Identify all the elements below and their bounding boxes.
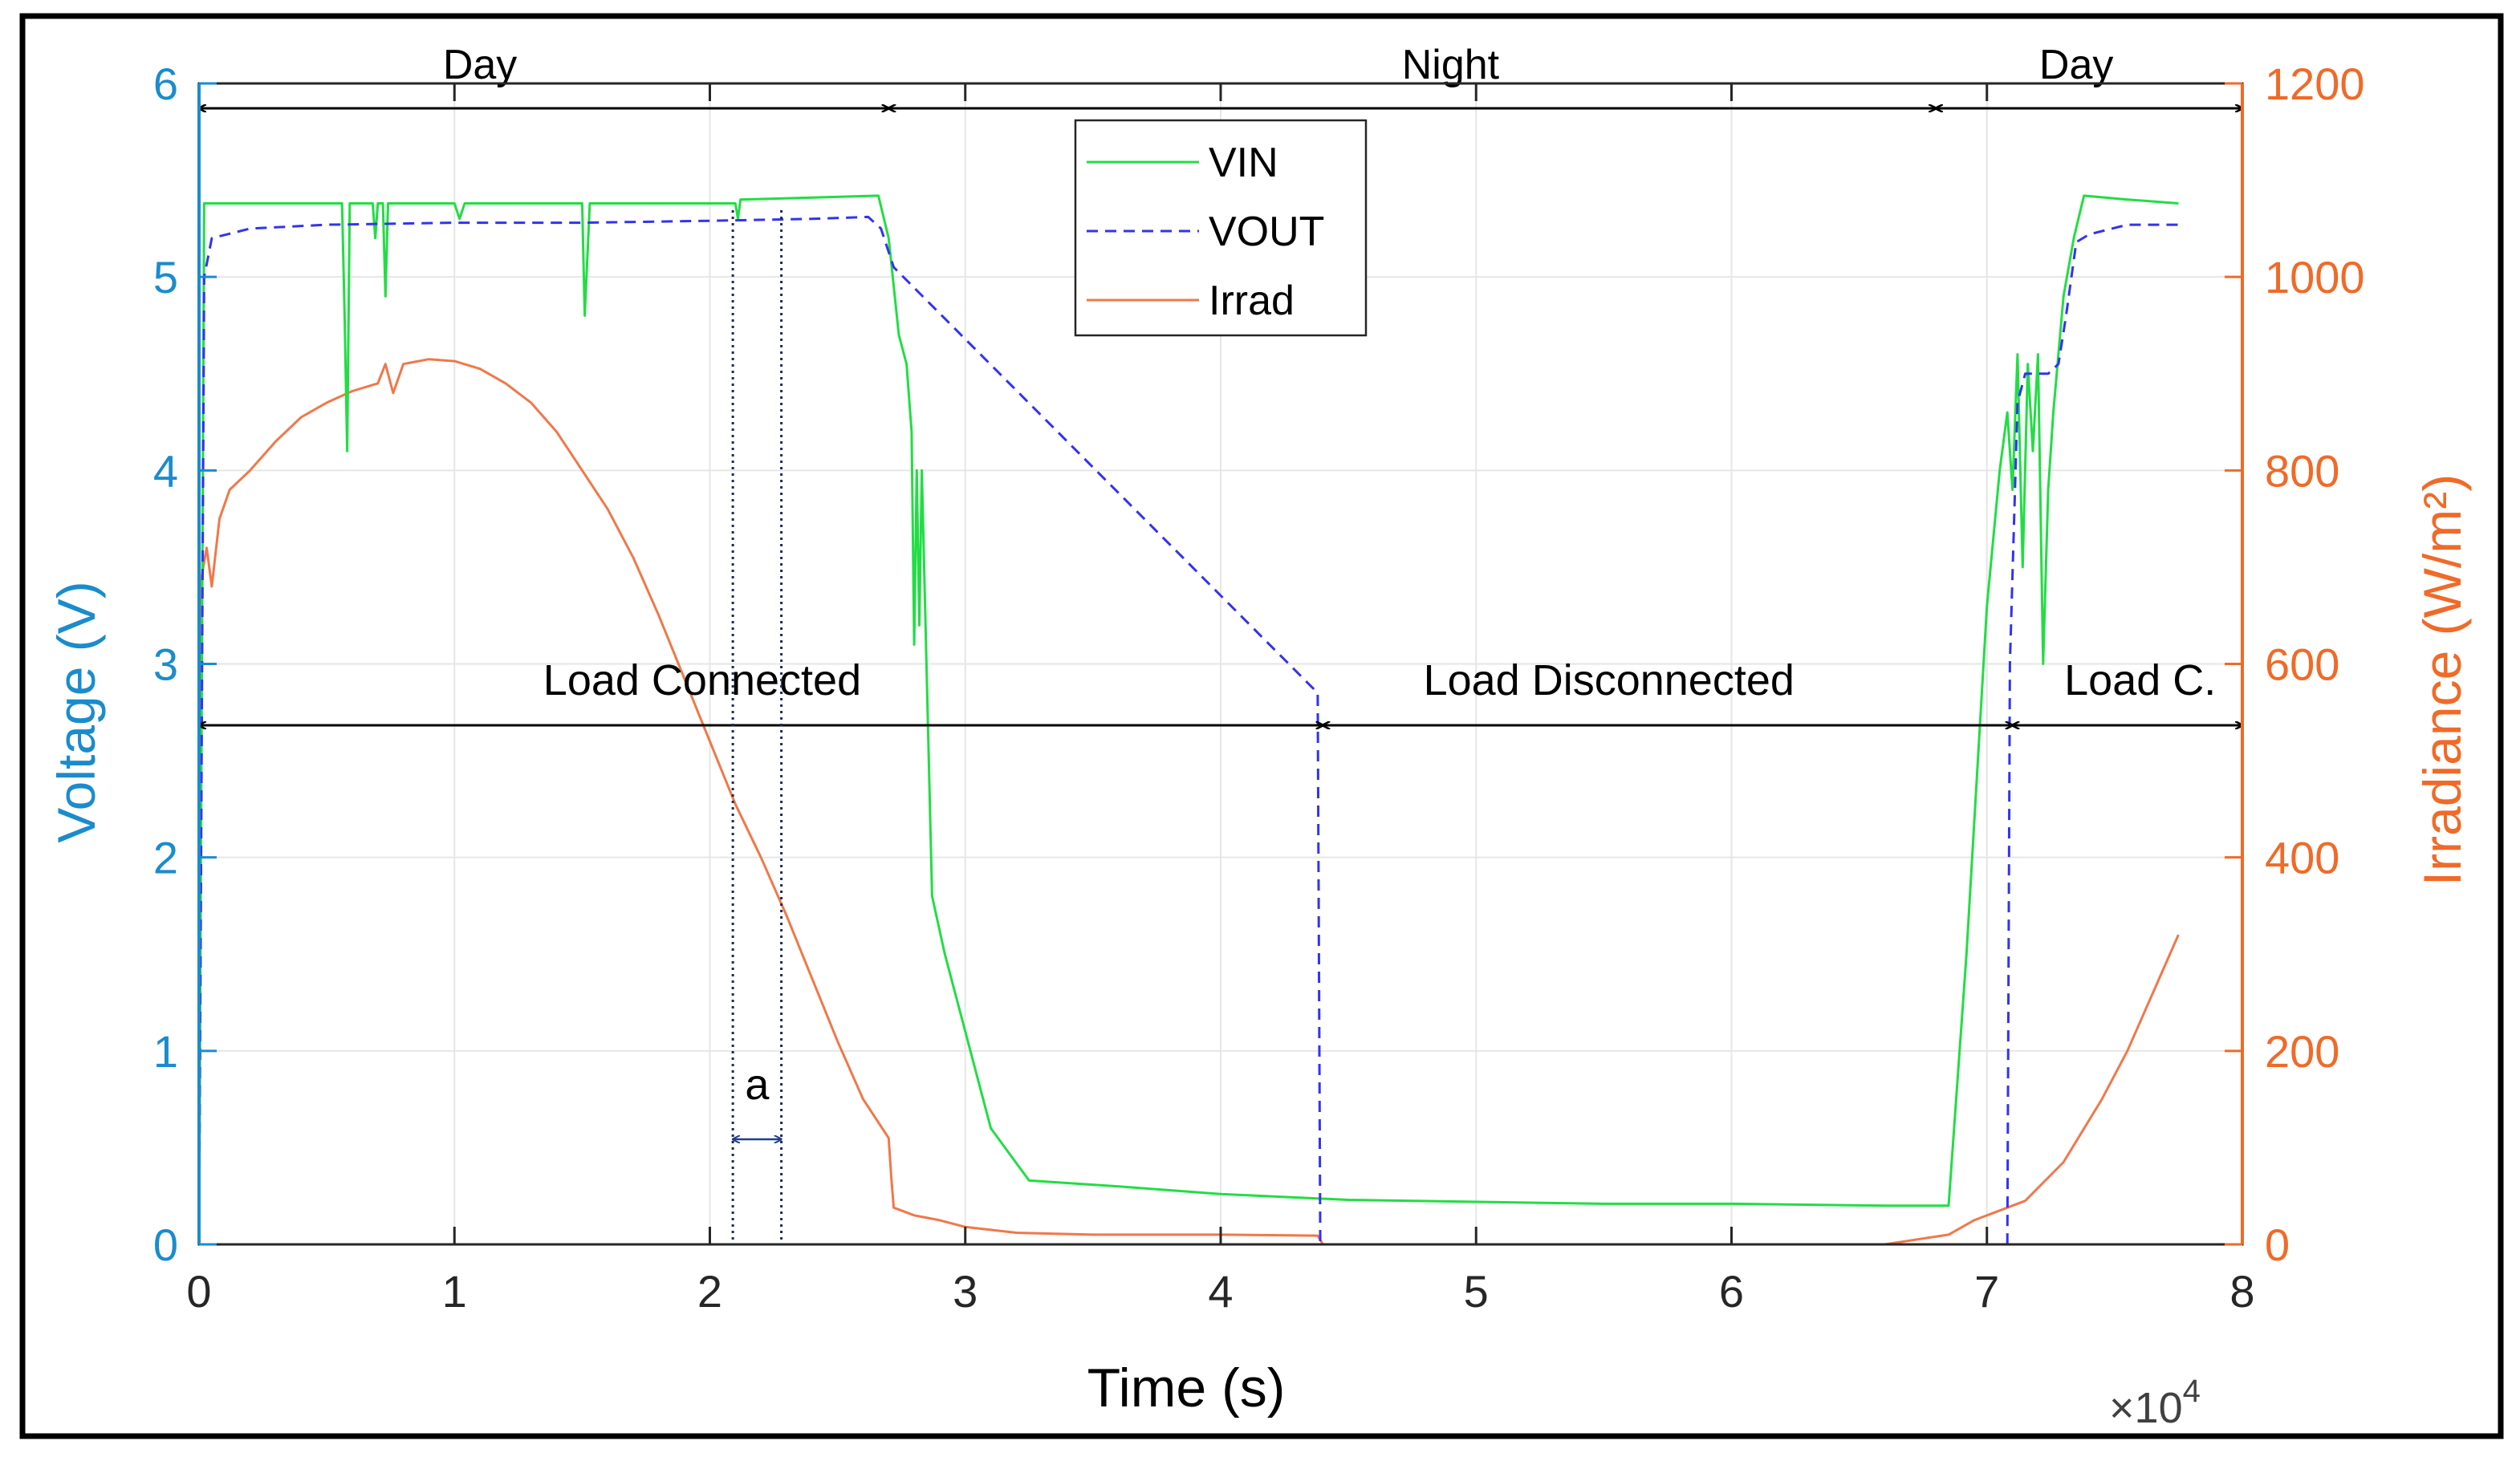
x-tick-label: 8 [2229, 1266, 2254, 1317]
interval-label: a [745, 1061, 770, 1109]
x-tick-label: 0 [186, 1266, 211, 1317]
legend-entry-vout: VOUT [1209, 209, 1324, 255]
y-right-tick-label: 1200 [2265, 59, 2365, 109]
x-axis-multiplier: ×104 [2109, 1374, 2201, 1432]
y-right-tick-label: 800 [2265, 445, 2339, 496]
y-right-tick-label: 200 [2265, 1026, 2339, 1077]
y-left-tick-label: 5 [153, 252, 178, 302]
phase-label-day: Day [443, 42, 517, 88]
legend-entry-vin: VIN [1209, 140, 1278, 186]
y-left-tick-label: 6 [153, 59, 178, 109]
x-tick-label: 5 [1464, 1266, 1489, 1317]
y-left-tick-label: 1 [153, 1026, 178, 1077]
phase-label-night: Night [1402, 42, 1500, 88]
x-tick-label: 7 [1974, 1266, 1999, 1317]
series-line-vout [197, 215, 2179, 1246]
series-line-vin [197, 194, 2179, 1245]
x-tick-label: 1 [442, 1266, 467, 1317]
legend: VIN VOUT Irrad [1074, 119, 1368, 337]
y-right-tick-label: 600 [2265, 639, 2339, 690]
x-tick-label: 4 [1208, 1266, 1233, 1317]
load-label: Load C. [2064, 656, 2216, 704]
y-right-tick-label: 1000 [2265, 252, 2365, 302]
x-axis-label: Time (s) [1087, 1358, 1286, 1418]
y-axis-right-label: Irradiance (W/m²) [2412, 474, 2472, 886]
x-axis-multiplier-exponent: 4 [2183, 1374, 2201, 1409]
x-tick-label: 6 [1719, 1266, 1744, 1317]
x-axis-multiplier-base: ×10 [2109, 1384, 2183, 1432]
y-left-tick-label: 2 [153, 833, 178, 883]
y-left-tick-label: 3 [153, 639, 178, 690]
load-label: Load Connected [543, 656, 861, 704]
y-left-tick-label: 0 [153, 1220, 178, 1270]
annotation-layer: Day Night Day Load Connected Load Disconnect… [199, 42, 2242, 1244]
legend-entry-irrad: Irrad [1209, 278, 1295, 324]
y-right-tick-label: 400 [2265, 833, 2339, 883]
y-left-tick-label: 4 [153, 445, 178, 496]
x-tick-label: 3 [953, 1266, 978, 1317]
y-right-tick-label: 0 [2265, 1220, 2290, 1270]
y-axis-left-label: Voltage (V) [47, 581, 106, 843]
phase-label-day: Day [2039, 42, 2113, 88]
load-label: Load Disconnected [1424, 656, 1794, 704]
x-tick-label: 2 [697, 1266, 722, 1317]
